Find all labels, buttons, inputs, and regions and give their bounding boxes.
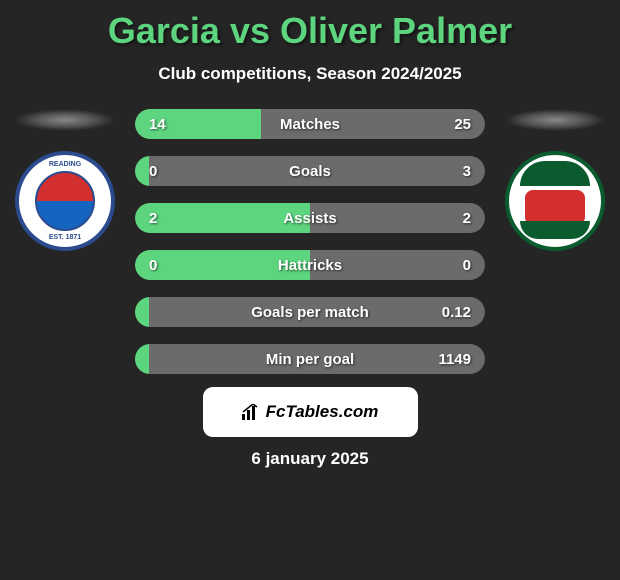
attribution-text: FcTables.com [266,402,379,422]
chart-icon [242,404,262,420]
stat-row: 14 Matches 25 [135,109,485,139]
club-logo-wrexham [505,151,605,251]
date-text: 6 january 2025 [0,449,620,469]
stat-value-left: 14 [149,116,166,133]
wrexham-dragon [525,190,585,225]
logo-reading-top-text: READING [49,161,81,168]
stat-bar-left [135,344,149,374]
stat-label: Goals per match [251,304,369,321]
page-title: Garcia vs Oliver Palmer [0,0,620,52]
content-area: READING EST. 1871 14 Matches 25 0 Goals … [0,109,620,374]
player-left-shadow [15,109,115,131]
player-right-shadow [505,109,605,131]
stat-label: Assists [283,210,336,227]
stat-row: 0 Goals 3 [135,156,485,186]
stat-value-left: 0 [149,163,157,180]
stat-row: 0 Hattricks 0 [135,250,485,280]
stat-label: Hattricks [278,257,342,274]
subtitle: Club competitions, Season 2024/2025 [0,64,620,84]
stats-list: 14 Matches 25 0 Goals 3 2 Assists 2 [120,109,500,374]
stat-label: Min per goal [266,351,354,368]
stat-value-right: 25 [454,116,471,133]
stat-bar-left [135,297,149,327]
stat-value-right: 2 [463,210,471,227]
wrexham-bottom-band [520,221,590,239]
stat-label: Goals [289,163,331,180]
stat-row: Min per goal 1149 [135,344,485,374]
stat-row: Goals per match 0.12 [135,297,485,327]
player-right-column [500,109,610,251]
stat-value-right: 3 [463,163,471,180]
logo-reading-bottom-text: EST. 1871 [49,234,81,241]
stat-value-left: 0 [149,257,157,274]
stat-row: 2 Assists 2 [135,203,485,233]
logo-reading-inner [35,171,95,231]
comparison-card: Garcia vs Oliver Palmer Club competition… [0,0,620,580]
stat-label: Matches [280,116,340,133]
stat-value-right: 0 [463,257,471,274]
stat-value-right: 0.12 [442,304,471,321]
player-left-column: READING EST. 1871 [10,109,120,251]
wrexham-top-band [520,161,590,186]
stat-value-left: 2 [149,210,157,227]
attribution-badge[interactable]: FcTables.com [203,387,418,437]
stat-value-right: 1149 [438,351,471,368]
club-logo-reading: READING EST. 1871 [15,151,115,251]
stat-bar-left [135,156,149,186]
